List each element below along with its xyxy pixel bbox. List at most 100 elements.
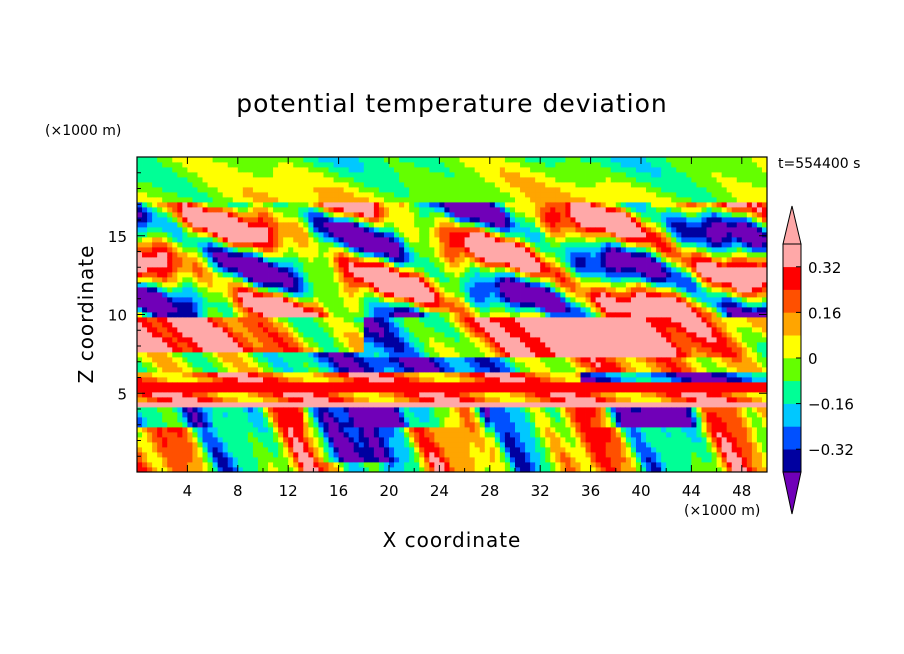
contour-cell bbox=[328, 182, 334, 188]
contour-cell bbox=[207, 262, 213, 268]
contour-cell bbox=[202, 302, 208, 308]
contour-cell bbox=[257, 442, 264, 448]
contour-cell bbox=[268, 257, 274, 263]
contour-cell bbox=[469, 302, 476, 308]
contour-cell bbox=[459, 167, 465, 173]
contour-cell bbox=[293, 197, 299, 203]
contour-cell bbox=[232, 402, 239, 408]
contour-cell bbox=[479, 267, 486, 273]
contour-cell bbox=[469, 157, 476, 163]
contour-cell bbox=[409, 387, 415, 393]
contour-cell bbox=[293, 222, 299, 228]
contour-cell bbox=[273, 422, 279, 428]
contour-cell bbox=[197, 352, 203, 358]
contour-cell bbox=[484, 362, 491, 368]
contour-cell bbox=[419, 297, 425, 303]
contour-cell bbox=[177, 167, 183, 173]
contour-cell bbox=[535, 437, 541, 443]
contour-cell bbox=[313, 297, 319, 303]
contour-cell bbox=[147, 192, 153, 198]
contour-cell bbox=[343, 242, 350, 248]
contour-cell bbox=[147, 392, 153, 398]
contour-cell bbox=[192, 277, 198, 283]
contour-cell bbox=[162, 177, 168, 183]
contour-cell bbox=[504, 257, 511, 263]
contour-cell bbox=[343, 452, 350, 458]
contour-cell bbox=[257, 457, 264, 463]
contour-cell bbox=[404, 372, 410, 378]
contour-cell bbox=[520, 272, 526, 278]
contour-cell bbox=[494, 297, 501, 303]
contour-cell bbox=[409, 352, 415, 358]
contour-cell bbox=[368, 172, 375, 178]
contour-cell bbox=[399, 342, 405, 348]
contour-cell bbox=[217, 177, 224, 183]
contour-cell bbox=[222, 392, 229, 398]
contour-cell bbox=[520, 462, 526, 468]
contour-cell bbox=[525, 457, 531, 463]
contour-cell bbox=[192, 387, 198, 393]
contour-cell bbox=[449, 367, 455, 373]
contour-cell bbox=[358, 397, 365, 403]
contour-cell bbox=[409, 202, 415, 208]
contour-cell bbox=[358, 217, 365, 223]
contour-cell bbox=[147, 187, 153, 193]
contour-cell bbox=[479, 332, 486, 338]
contour-cell bbox=[378, 182, 385, 188]
contour-cell bbox=[373, 457, 380, 463]
contour-cell bbox=[499, 187, 506, 193]
contour-cell bbox=[242, 172, 249, 178]
contour-cell bbox=[373, 232, 380, 238]
contour-cell bbox=[182, 452, 188, 458]
contour-cell bbox=[252, 347, 259, 353]
contour-cell bbox=[252, 412, 259, 418]
contour-cell bbox=[424, 327, 430, 333]
contour-cell bbox=[313, 272, 319, 278]
y-units-label: (×1000 m) bbox=[45, 123, 121, 139]
contour-cell bbox=[268, 427, 274, 433]
contour-cell bbox=[343, 402, 350, 408]
contour-cell bbox=[268, 347, 274, 353]
contour-cell bbox=[464, 172, 471, 178]
contour-cell bbox=[348, 422, 355, 428]
contour-cell bbox=[257, 202, 264, 208]
contour-cell bbox=[308, 177, 314, 183]
contour-cell bbox=[454, 217, 460, 223]
contour-cell bbox=[157, 227, 163, 233]
contour-cell bbox=[252, 402, 259, 408]
contour-cell bbox=[404, 427, 410, 433]
contour-cell bbox=[378, 247, 385, 253]
contour-cell bbox=[283, 172, 289, 178]
contour-cell bbox=[504, 387, 511, 393]
contour-cell bbox=[247, 417, 254, 423]
contour-cell bbox=[242, 467, 249, 472]
contour-cell bbox=[192, 457, 198, 463]
contour-cell bbox=[338, 282, 345, 288]
contour-cell bbox=[499, 382, 506, 388]
contour-cell bbox=[439, 297, 445, 303]
contour-cell bbox=[414, 262, 420, 268]
contour-cell bbox=[368, 357, 375, 363]
contour-cell bbox=[424, 337, 430, 343]
contour-cell bbox=[147, 377, 153, 383]
contour-cell bbox=[343, 467, 350, 472]
contour-cell bbox=[278, 447, 284, 453]
contour-cell bbox=[484, 167, 491, 173]
contour-cell bbox=[142, 242, 148, 248]
contour-cell bbox=[323, 237, 329, 243]
contour-cell bbox=[474, 382, 481, 388]
contour-cell bbox=[494, 382, 501, 388]
contour-cell bbox=[298, 162, 304, 168]
contour-cell bbox=[499, 207, 506, 213]
contour-cell bbox=[454, 352, 460, 358]
contour-cell bbox=[182, 192, 188, 198]
contour-cell bbox=[288, 377, 294, 383]
contour-cell bbox=[494, 167, 501, 173]
contour-cell bbox=[172, 297, 178, 303]
contour-cell bbox=[489, 222, 496, 228]
contour-cell bbox=[222, 397, 229, 403]
contour-cell bbox=[444, 407, 450, 413]
contour-cell bbox=[187, 162, 193, 168]
contour-cell bbox=[247, 442, 254, 448]
contour-cell bbox=[464, 407, 471, 413]
